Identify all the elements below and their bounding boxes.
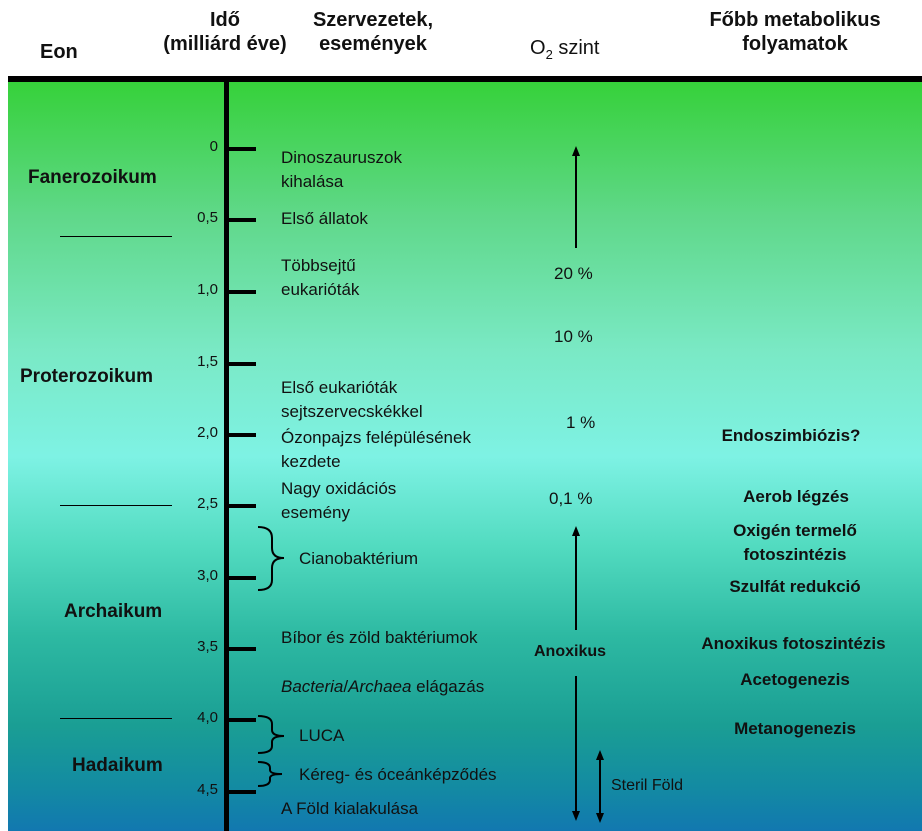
arrowhead — [596, 750, 604, 760]
event-bacteria: Bacteria — [281, 677, 344, 696]
event-text: esemény — [281, 503, 350, 522]
event-text: eukarióták — [281, 280, 360, 299]
event-text: Nagy oxidációs — [281, 479, 397, 498]
tick-mark — [228, 433, 256, 437]
tick-mark — [228, 576, 256, 580]
metabolism-oxygenic-photosynthesis: Oxigén termelő fotoszintézis — [700, 519, 890, 567]
cyanobacteria-brace — [257, 526, 285, 591]
event-cyanobacteria: Cianobaktérium — [299, 549, 419, 568]
metabolism-endosymbiosis: Endoszimbiózis? — [721, 426, 861, 445]
eon-archean: Archaikum — [64, 601, 163, 622]
crust-brace — [257, 761, 283, 787]
event-first-eukaryotes: Első eukarióták sejtszervecskékkel — [281, 376, 423, 424]
event-branch-rest: elágazás — [411, 677, 485, 696]
header-divider — [8, 76, 922, 82]
event-first-animals: Első állatok — [281, 209, 368, 228]
event-great-oxidation: Nagy oxidációs esemény — [281, 477, 396, 525]
o2-level-20: 20 % — [554, 264, 593, 283]
metabolism-anoxic-photosynthesis: Anoxikus fotoszintézis — [701, 634, 886, 653]
tick-label: 1,0 — [197, 281, 218, 298]
header-organisms-line2: események — [319, 33, 427, 55]
timeline-panel — [8, 82, 922, 831]
header-o2-o: O — [530, 37, 546, 59]
tick-mark — [228, 218, 256, 222]
event-text: sejtszervecskékkel — [281, 402, 423, 421]
luca-brace — [257, 715, 285, 754]
header-eon: Eon — [40, 41, 78, 63]
header-organisms-line1: Szervezetek, — [312, 9, 434, 31]
tick-mark — [228, 147, 256, 151]
header-o2-sub: 2 — [545, 47, 553, 62]
tick-label: 4,5 — [197, 781, 218, 798]
timeline-axis — [224, 82, 229, 831]
metabolism-text: Oxigén termelő — [733, 521, 857, 540]
event-ozone-shield: Ózonpajzs felépülésének kezdete — [281, 426, 471, 474]
eon-divider-1 — [60, 236, 172, 237]
arrowhead — [572, 526, 580, 536]
tick-label: 0,5 — [197, 209, 218, 226]
metabolism-aerobic-respiration: Aerob légzés — [743, 487, 849, 506]
event-dinosaur-extinction: Dinoszauruszok kihalása — [281, 146, 402, 194]
arrowhead — [572, 146, 580, 156]
tick-label: 3,0 — [197, 567, 218, 584]
metabolism-acetogenesis: Acetogenezis — [740, 670, 850, 689]
header-organisms: Szervezetek, események — [298, 8, 448, 56]
metabolism-text: fotoszintézis — [743, 545, 847, 564]
event-earth-formation: A Föld kialakulása — [281, 799, 419, 818]
event-bacteria-archaea-branching: Bacteria/Archaea elágazás — [281, 675, 484, 699]
header-time: Idő (milliárd éve) — [150, 8, 300, 56]
tick-mark — [228, 504, 256, 508]
tick-mark — [228, 647, 256, 651]
event-text: kihalása — [281, 172, 344, 191]
tick-label: 1,5 — [197, 353, 218, 370]
header-time-line1: Idő — [210, 9, 240, 31]
event-text: Első eukarióták — [281, 378, 398, 397]
header-o2-rest: szint — [552, 37, 600, 59]
o2-level-10: 10 % — [554, 327, 593, 346]
event-text: kezdete — [281, 452, 341, 471]
anoxic-label: Anoxikus — [534, 643, 607, 660]
eon-proterozoic: Proterozoikum — [20, 366, 154, 387]
event-text: Többsejtű — [281, 256, 356, 275]
event-luca: LUCA — [299, 726, 345, 745]
eon-phanerozoic: Fanerozoikum — [28, 167, 157, 188]
event-archaea: Archaea — [348, 677, 412, 696]
metabolism-sulfate-reduction: Szulfát redukció — [729, 577, 861, 596]
tick-mark — [228, 790, 256, 794]
eon-divider-3 — [60, 718, 172, 719]
event-text: Ózonpajzs felépülésének — [281, 428, 471, 447]
o2-level-0-1: 0,1 % — [549, 489, 593, 508]
event-crust-ocean-formation: Kéreg- és óceánképződés — [299, 765, 497, 784]
event-multicellular-eukaryotes: Többsejtű eukarióták — [281, 254, 359, 302]
tick-label: 4,0 — [197, 709, 218, 726]
sterile-earth-label: Steril Föld — [611, 777, 684, 794]
arrowhead — [596, 813, 604, 823]
tick-label: 3,5 — [197, 638, 218, 655]
tick-label: 2,0 — [197, 424, 218, 441]
arrowhead — [572, 811, 580, 821]
event-sep: / — [343, 677, 349, 696]
tick-mark — [228, 718, 256, 722]
tick-mark — [228, 362, 256, 366]
header-metabolic-line2: folyamatok — [742, 33, 848, 55]
header-o2: O2 szint — [530, 36, 599, 67]
metabolism-methanogenesis: Metanogenezis — [734, 719, 856, 738]
event-text: Dinoszauruszok — [281, 148, 402, 167]
tick-label: 2,5 — [197, 495, 218, 512]
tick-label: 0 — [209, 138, 218, 155]
header-metabolic: Főbb metabolikus folyamatok — [690, 8, 900, 56]
header-time-line2: (milliárd éve) — [163, 33, 287, 55]
event-purple-green-bacteria: Bíbor és zöld baktériumok — [281, 628, 478, 647]
tick-mark — [228, 290, 256, 294]
header-metabolic-line1: Főbb metabolikus — [709, 9, 881, 31]
eon-hadean: Hadaikum — [72, 755, 163, 776]
o2-level-1: 1 % — [566, 413, 596, 432]
eon-divider-2 — [60, 505, 172, 506]
